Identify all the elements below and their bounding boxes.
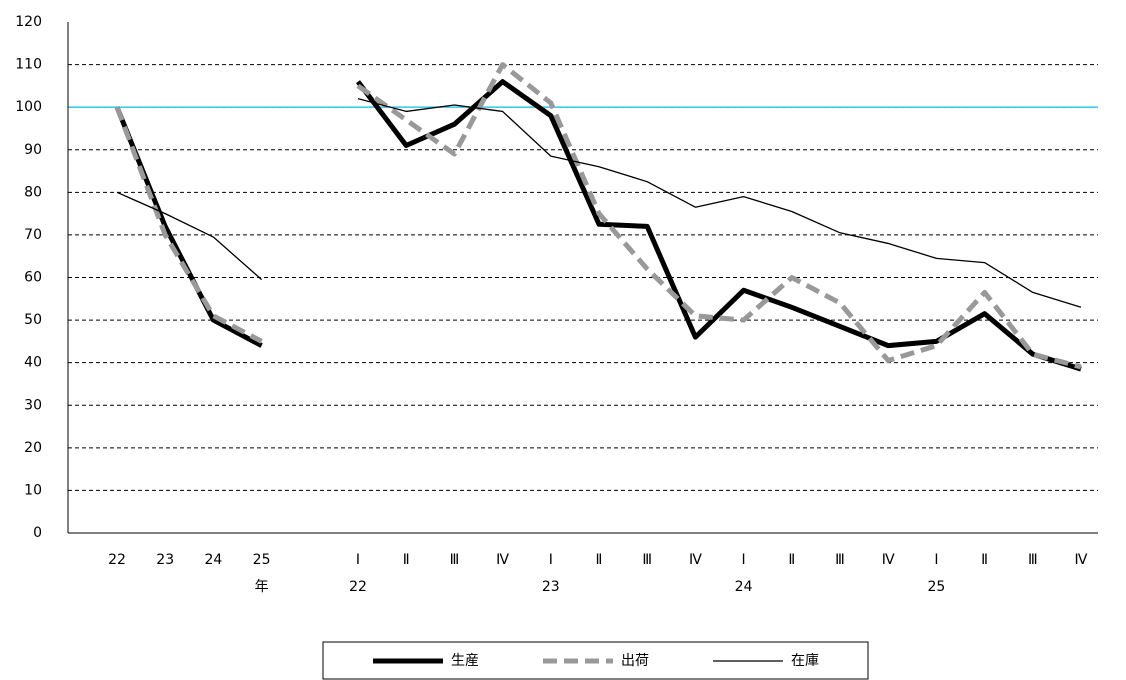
x-tick-label: Ⅰ (549, 552, 553, 568)
x-tick-label: Ⅱ (403, 552, 410, 568)
y-tick-label: 50 (24, 312, 42, 328)
x-tick-label: Ⅰ (742, 552, 746, 568)
x-tick-label: Ⅳ (496, 552, 509, 568)
x-tick-label: Ⅱ (981, 552, 988, 568)
x-tick-label: Ⅳ (1075, 552, 1088, 568)
y-tick-label: 70 (24, 227, 42, 243)
x-tick-label: Ⅲ (1028, 552, 1038, 568)
x-tick-label: 24 (204, 552, 222, 568)
series-line (114, 62, 1082, 370)
x-tick-label: 25 (253, 552, 271, 568)
x-tick-label: Ⅳ (689, 552, 702, 568)
y-tick-label: 0 (33, 525, 42, 541)
x-tick-label: Ⅳ (882, 552, 895, 568)
legend-label: 出荷 (621, 653, 649, 669)
x-tick-label: 22 (108, 552, 126, 568)
y-tick-label: 40 (24, 355, 42, 371)
x-tick-label: Ⅰ (934, 552, 938, 568)
y-tick-label: 90 (24, 142, 42, 158)
y-tick-label: 60 (24, 270, 42, 286)
x-tick-label: Ⅱ (788, 552, 795, 568)
x-tick-label: Ⅲ (450, 552, 460, 568)
series-line (114, 79, 1082, 372)
x-tick-label: 23 (156, 552, 174, 568)
x-tick-label: Ⅱ (596, 552, 603, 568)
y-tick-label: 110 (15, 57, 42, 73)
x-group-label: 22 (349, 579, 367, 595)
legend-label: 生産 (451, 653, 479, 669)
y-tick-label: 10 (24, 482, 42, 498)
x-group-label: 24 (735, 579, 753, 595)
y-tick-label: 120 (15, 14, 42, 30)
y-tick-label: 20 (24, 440, 42, 456)
series-line (116, 98, 1082, 308)
x-tick-label: Ⅲ (642, 552, 652, 568)
legend-label: 在庫 (791, 652, 819, 669)
x-tick-label: Ⅲ (835, 552, 845, 568)
y-tick-label: 30 (24, 397, 42, 413)
x-group-label: 25 (927, 579, 945, 595)
y-tick-label: 100 (15, 99, 42, 115)
x-group-label: 23 (542, 579, 560, 595)
x-tick-label: Ⅰ (356, 552, 360, 568)
y-tick-label: 80 (24, 184, 42, 200)
x-group-label: 年 (255, 579, 269, 595)
